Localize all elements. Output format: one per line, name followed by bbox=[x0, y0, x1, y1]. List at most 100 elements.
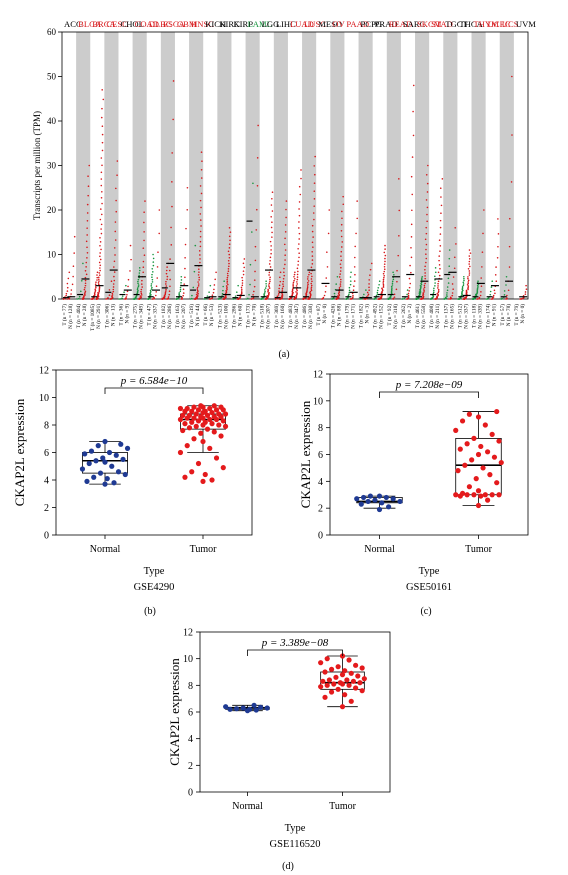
tumor-point bbox=[243, 258, 246, 260]
cancer-label: OV bbox=[332, 19, 345, 29]
column-shade bbox=[132, 32, 147, 299]
tumor-point bbox=[310, 266, 313, 269]
data-point bbox=[200, 438, 206, 445]
tumor-point bbox=[197, 290, 199, 293]
tumor-point bbox=[168, 269, 171, 272]
column-shade bbox=[443, 32, 458, 299]
data-point bbox=[211, 403, 217, 409]
normal-point bbox=[292, 284, 294, 287]
tumor-point bbox=[481, 251, 484, 253]
tumor-point bbox=[398, 209, 401, 212]
cancer-label: LGG bbox=[262, 19, 280, 29]
data-point bbox=[211, 414, 217, 420]
tumor-point bbox=[195, 293, 198, 296]
tumor-point bbox=[296, 283, 298, 285]
tumor-point bbox=[411, 209, 413, 212]
tumor-n-label: T (n = 486) bbox=[301, 304, 308, 328]
tumor-point bbox=[98, 274, 101, 276]
data-point bbox=[333, 674, 339, 680]
normal-point bbox=[463, 277, 465, 280]
tumor-point bbox=[185, 227, 187, 230]
normal-point bbox=[166, 278, 168, 281]
data-point bbox=[355, 673, 361, 679]
normal-point bbox=[487, 297, 490, 299]
cancer-label: KICH bbox=[205, 19, 226, 29]
tumor-point bbox=[99, 258, 102, 261]
tumor-point bbox=[228, 265, 230, 268]
tumor-point bbox=[384, 257, 386, 260]
y-tick-label: 2 bbox=[188, 761, 193, 772]
y-tick-label: 0 bbox=[52, 294, 57, 304]
normal-point bbox=[219, 297, 221, 300]
y-tick-label: 0 bbox=[44, 531, 49, 542]
y-tick-label: 6 bbox=[44, 448, 49, 459]
y-tick-label: 60 bbox=[47, 27, 57, 37]
tumor-point bbox=[200, 151, 203, 153]
data-point bbox=[118, 441, 124, 447]
data-point bbox=[342, 668, 348, 674]
tumor-point bbox=[392, 297, 395, 300]
tumor-point bbox=[228, 253, 231, 256]
normal-point bbox=[420, 277, 423, 280]
normal-n-label: N (n = 165) bbox=[448, 304, 455, 329]
data-point bbox=[195, 418, 202, 424]
normal-point bbox=[65, 294, 67, 297]
tumor-point bbox=[451, 283, 454, 285]
normal-point bbox=[180, 275, 183, 278]
y-axis-label: Transcripts per million (TPM) bbox=[32, 111, 42, 220]
y-tick-label: 0 bbox=[318, 531, 323, 542]
normal-n-label: N (n = 339) bbox=[477, 304, 484, 329]
normal-point bbox=[208, 291, 210, 293]
normal-point bbox=[152, 253, 154, 256]
tumor-point bbox=[483, 209, 485, 211]
data-point bbox=[189, 419, 195, 425]
tumor-point bbox=[84, 269, 87, 272]
normal-point bbox=[67, 277, 70, 280]
tumor-point bbox=[495, 266, 497, 268]
tumor-point bbox=[284, 254, 286, 256]
data-point bbox=[218, 433, 224, 439]
tumor-point bbox=[84, 286, 86, 289]
tumor-point bbox=[113, 247, 116, 249]
tumor-point bbox=[322, 296, 325, 299]
tumor-point bbox=[296, 278, 299, 281]
normal-point bbox=[179, 288, 182, 291]
tumor-point bbox=[426, 220, 428, 223]
tumor-point bbox=[438, 239, 441, 241]
tumor-point bbox=[227, 259, 230, 262]
normal-point bbox=[235, 291, 238, 293]
tumor-n-label: T (n = 87) bbox=[315, 304, 322, 326]
y-axis-label: CKAP2L expression bbox=[167, 658, 182, 766]
normal-point bbox=[376, 293, 379, 296]
tumor-point bbox=[269, 266, 272, 268]
tumor-point bbox=[270, 226, 273, 229]
tumor-point bbox=[309, 292, 311, 294]
normal-point bbox=[421, 275, 424, 278]
tumor-point bbox=[368, 283, 370, 285]
data-point bbox=[475, 488, 482, 494]
data-point bbox=[253, 707, 259, 713]
tumor-point bbox=[100, 213, 103, 216]
tumor-point bbox=[369, 274, 371, 276]
tumor-point bbox=[183, 283, 186, 285]
cancer-label: THYM bbox=[474, 19, 500, 29]
data-point bbox=[91, 474, 97, 480]
tumor-point bbox=[411, 193, 414, 196]
tumor-point bbox=[243, 266, 246, 269]
tumor-point bbox=[408, 290, 410, 292]
normal-point bbox=[96, 276, 99, 279]
tumor-point bbox=[182, 288, 185, 291]
normal-point bbox=[263, 289, 266, 291]
tumor-point bbox=[270, 252, 272, 255]
tumor-point bbox=[86, 234, 88, 236]
normal-point bbox=[447, 282, 450, 284]
cancer-label: BLCA bbox=[78, 19, 102, 29]
tumor-point bbox=[412, 134, 415, 137]
x-tick-label: Tumor bbox=[465, 544, 493, 555]
tumor-point bbox=[73, 252, 75, 254]
tumor-point bbox=[269, 259, 271, 262]
tumor-point bbox=[172, 80, 175, 82]
tumor-point bbox=[213, 288, 215, 291]
normal-point bbox=[279, 280, 282, 283]
tumor-point bbox=[384, 248, 386, 250]
